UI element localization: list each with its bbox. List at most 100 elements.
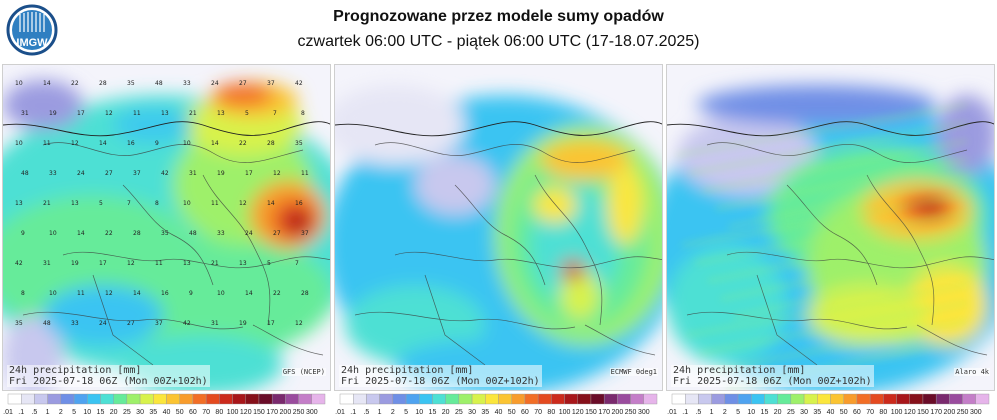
grid-value: 48 xyxy=(43,320,51,327)
grid-value: 24 xyxy=(99,320,107,327)
legend-tick-label: 70 xyxy=(202,409,210,416)
grid-value: 35 xyxy=(295,140,303,147)
legend-tick-label: 35 xyxy=(481,409,489,416)
legend-swatch xyxy=(498,393,512,405)
legend-swatch xyxy=(87,393,101,405)
grid-value: 8 xyxy=(301,110,305,117)
precip-streak xyxy=(712,320,968,372)
country-borders xyxy=(686,142,994,366)
legend-swatch xyxy=(232,393,246,405)
legend-tick-label: 200 xyxy=(612,409,624,416)
precip-area xyxy=(560,270,600,320)
legend-tick-label: 120 xyxy=(240,409,252,416)
grid-value: 7 xyxy=(295,260,299,267)
legend-tick-label: .5 xyxy=(31,409,37,416)
precip-area xyxy=(807,285,927,345)
grid-value: 16 xyxy=(161,290,169,297)
legend-tick-label: .5 xyxy=(695,409,701,416)
legend-tick-label: 2 xyxy=(391,409,395,416)
grid-value: 48 xyxy=(21,170,29,177)
legend-swatch xyxy=(113,393,128,405)
legend-swatch xyxy=(511,393,526,405)
legend-swatch xyxy=(577,393,592,405)
legend-swatch xyxy=(353,393,367,405)
legend-tick-label: 20 xyxy=(442,409,450,416)
page-subtitle: czwartek 06:00 UTC - piątek 06:00 UTC (1… xyxy=(297,33,700,50)
legend-swatch xyxy=(590,393,605,405)
grid-value: 19 xyxy=(217,170,225,177)
legend-swatch xyxy=(962,393,976,405)
grid-value: 42 xyxy=(15,260,23,267)
grid-value: 31 xyxy=(21,110,29,117)
grid-value: 42 xyxy=(183,320,191,327)
grid-value: 10 xyxy=(49,230,57,237)
legend-swatch xyxy=(153,393,167,405)
precip-map-ecmwf xyxy=(335,65,662,390)
legend-swatch xyxy=(445,393,460,405)
legend-tick-label: .5 xyxy=(363,409,369,416)
legend-tick-label: 15 xyxy=(429,409,437,416)
legend-swatch xyxy=(711,393,726,405)
legend-swatch xyxy=(166,393,180,405)
grid-value: 35 xyxy=(161,230,169,237)
caption-run: Fri 2025-07-18 06Z (Mon 00Z+102h) xyxy=(341,376,540,387)
legend-swatch xyxy=(379,393,394,405)
legend-swatch xyxy=(285,393,299,405)
legend-tick-label: 15 xyxy=(97,409,105,416)
legend-tick-label: 40 xyxy=(163,409,171,416)
legend-swatch xyxy=(856,393,871,405)
grid-value: 35 xyxy=(15,320,23,327)
precip-streak xyxy=(699,302,968,354)
grid-value: 22 xyxy=(71,80,79,87)
legend-tick-label: 200 xyxy=(944,409,956,416)
legend-swatch xyxy=(896,393,910,405)
model-label: Alaro 4k xyxy=(954,368,990,376)
legend-tick-label: 35 xyxy=(149,409,157,416)
grid-value: 21 xyxy=(211,260,219,267)
imgw-logo: IMGW xyxy=(6,4,58,56)
grid-value: 10 xyxy=(49,290,57,297)
caption-title: 24h precipitation [mm] xyxy=(673,365,806,376)
grid-value: 35 xyxy=(127,80,135,87)
grid-value: 27 xyxy=(239,80,247,87)
grid-value: 19 xyxy=(49,110,57,117)
grid-value: 16 xyxy=(127,140,135,147)
border-line xyxy=(22,311,244,330)
grid-value: 11 xyxy=(301,170,309,177)
legend-tick-label: 300 xyxy=(638,409,650,416)
legend-tick-label: 35 xyxy=(813,409,821,416)
precip-area xyxy=(43,285,163,345)
precip-streak xyxy=(694,212,968,264)
legend-swatch xyxy=(366,393,380,405)
precip-streak xyxy=(715,158,968,210)
grid-value: 11 xyxy=(211,200,219,207)
caption-title: 24h precipitation [mm] xyxy=(9,365,142,376)
legend-tick-label: 30 xyxy=(136,409,144,416)
legend-tick-label: 150 xyxy=(917,409,929,416)
precip-map-gfs: 10 14 22 28 35 48 33 24 27 37 42 31 19 17 12 11 13 21 13 5 7… xyxy=(3,65,330,390)
legend-swatch xyxy=(258,393,273,405)
legend-swatch xyxy=(60,393,75,405)
grid-value: 37 xyxy=(301,230,309,237)
legend-tick-label: 100 xyxy=(227,409,239,416)
legend-tick-label: 30 xyxy=(468,409,476,416)
border-line xyxy=(42,142,304,163)
precip-field xyxy=(335,85,662,390)
legend-tick-label: 40 xyxy=(827,409,835,416)
legend-tick-label: 70 xyxy=(866,409,874,416)
precip-streak xyxy=(733,266,968,318)
legend-gfs: .01.1.5 1 2 5 10 15 20 25 30 35 40 50 60 70 80 100 120 15… xyxy=(2,392,331,418)
grid-value: 13 xyxy=(217,110,225,117)
legend-tick-label: 5 xyxy=(736,409,740,416)
grid-value: 22 xyxy=(105,230,113,237)
legend-swatch xyxy=(100,393,114,405)
legend-tick-label: 100 xyxy=(891,409,903,416)
legend-tick-label: 1 xyxy=(378,409,382,416)
legend-swatch xyxy=(671,393,686,405)
precip-streak xyxy=(707,230,968,282)
legend-tick-label: 300 xyxy=(970,409,982,416)
grid-value: 11 xyxy=(155,260,163,267)
legend-swatch xyxy=(139,393,154,405)
precip-area xyxy=(937,95,994,175)
grid-value: 12 xyxy=(105,290,113,297)
